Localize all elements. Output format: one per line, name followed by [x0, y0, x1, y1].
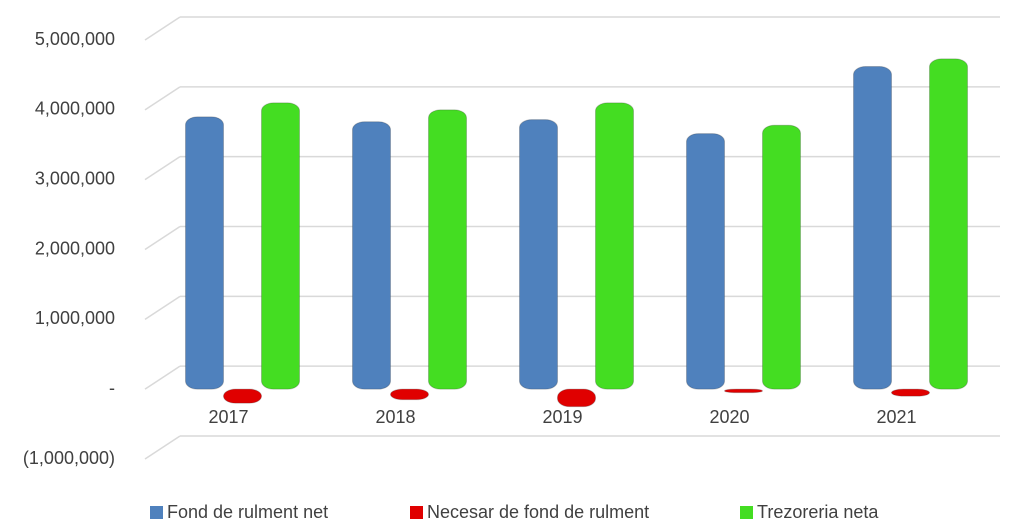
- bar: [261, 102, 300, 390]
- y-tick-label: 3,000,000: [35, 168, 115, 188]
- grid-line: [144, 295, 181, 320]
- legend-label: Trezoreria neta: [757, 502, 879, 522]
- x-tick-label: 2019: [542, 407, 582, 427]
- bar: [929, 58, 968, 390]
- bar: [595, 102, 634, 390]
- grid-line: [144, 156, 181, 181]
- x-tick-label: 2021: [876, 407, 916, 427]
- y-tick-label: 5,000,000: [35, 29, 115, 49]
- x-tick-label: 2020: [709, 407, 749, 427]
- bar: [428, 109, 467, 390]
- bar: [557, 388, 596, 408]
- y-tick-label: 2,000,000: [35, 238, 115, 258]
- grid-line: [144, 225, 181, 251]
- legend-swatch: [740, 506, 753, 519]
- bar: [223, 388, 262, 404]
- bar: [891, 388, 930, 397]
- bar: [724, 388, 763, 394]
- grid-line: [144, 86, 181, 111]
- y-tick-label: 1,000,000: [35, 308, 115, 328]
- legend-label: Fond de rulment net: [167, 502, 328, 522]
- bar: [390, 388, 429, 401]
- legend-swatch: [150, 506, 163, 519]
- x-tick-label: 2018: [375, 407, 415, 427]
- bar: [686, 133, 725, 390]
- y-tick-label: (1,000,000): [23, 448, 115, 468]
- grid-line: [144, 435, 181, 460]
- bar: [853, 66, 892, 390]
- bar: [519, 119, 558, 390]
- x-tick-label: 2017: [208, 407, 248, 427]
- bar: [185, 116, 224, 390]
- legend-label: Necesar de fond de rulment: [427, 502, 649, 522]
- bar: [762, 124, 801, 390]
- grid-line: [144, 365, 181, 390]
- legend-swatch: [410, 506, 423, 519]
- y-tick-label: 4,000,000: [35, 99, 115, 119]
- bar: [352, 121, 391, 390]
- grid-line: [144, 16, 181, 41]
- y-tick-label: -: [109, 378, 115, 398]
